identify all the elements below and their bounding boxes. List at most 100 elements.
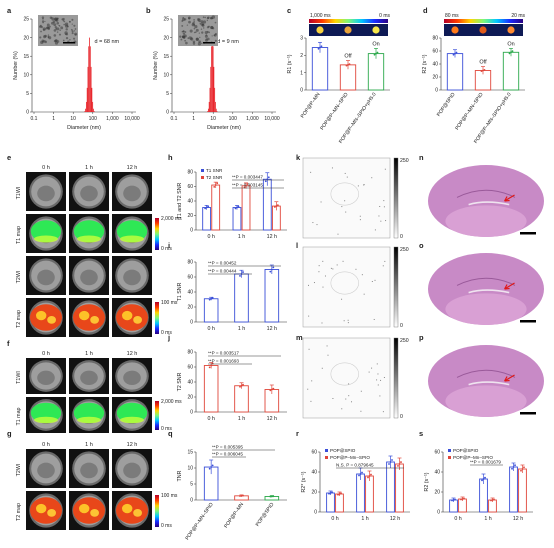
tem-particle-b [195, 28, 199, 32]
tem-particle-b [192, 22, 195, 25]
mri-e-3-0-t2-hot-right [47, 315, 56, 324]
data-point-s [520, 469, 522, 472]
y-tick-label-c: 3 [300, 36, 303, 42]
difference-map-speck-l [361, 274, 363, 276]
tem-particle-a [74, 34, 77, 36]
row-label-f: T1WI [16, 371, 22, 384]
data-point-h [267, 176, 270, 179]
data-point-h [236, 206, 238, 209]
x-tick-label-i: 1 h [238, 326, 245, 332]
mri-e-3-2-t2-hot-left [122, 310, 133, 321]
difference-map-feature-k [330, 182, 359, 206]
legend-label-r: POP@P–Mn–SPIO [330, 455, 370, 460]
row-label-e: T2WI [16, 271, 22, 284]
diameter-annotation-a: d = 68 nm [95, 39, 120, 45]
tem-particle-b [214, 32, 217, 36]
scale-bar-a [63, 42, 75, 44]
difference-map-speck-l [318, 265, 320, 267]
data-point-s [491, 499, 494, 501]
mri-e-0-1-ventricle [80, 185, 98, 202]
y-tick-label-j: 20 [187, 395, 193, 401]
tem-particle-b [195, 37, 199, 42]
y-tick-label-c: 2 [300, 53, 303, 59]
difference-map-speck-k [384, 168, 386, 170]
mri-scale-max-g: 100 ms [161, 493, 178, 499]
data-point-r [329, 492, 332, 494]
x-tick-label-a: 0.1 [31, 116, 38, 122]
tem-particle-b [206, 26, 210, 29]
data-point-i [270, 268, 273, 271]
time-label-e: 1 h [85, 165, 93, 171]
data-point-h [207, 205, 210, 208]
mri-scale-min-f: 0 ms [161, 426, 172, 432]
data-point-s [511, 467, 513, 470]
gray-colorbar-m [393, 337, 399, 419]
tem-particle-b [187, 16, 191, 20]
data-point-s [493, 498, 495, 501]
colorbar-c [309, 19, 388, 23]
tem-particle-a [44, 40, 48, 44]
data-point-h [205, 206, 208, 209]
significance-label-i: **P = 0.00444 [208, 269, 237, 274]
data-point-i [272, 266, 275, 269]
significance-label-i: **P = 0.00452 [208, 261, 237, 266]
tem-particle-b [194, 25, 198, 29]
data-point-s [461, 498, 464, 500]
tem-particle-a [65, 28, 68, 31]
x-tick-label-r: 1 h [361, 516, 368, 522]
mri-g-0-0-ventricle [37, 462, 55, 479]
tem-particle-b [192, 42, 196, 45]
difference-map-speck-l [363, 293, 365, 295]
time-label-g: 1 h [85, 442, 93, 448]
y-tick-label-s: 20 [434, 490, 440, 496]
y-tick-label-j: 0 [190, 410, 193, 416]
panel-letter-e: e [7, 153, 11, 162]
data-point-j [270, 388, 273, 391]
difference-map-speck-k [383, 206, 385, 208]
difference-map-speck-l [307, 284, 309, 286]
y-tick-label-a: 25 [23, 17, 29, 23]
significance-label-h: **P = 0.003145 [232, 183, 263, 188]
data-point-s [490, 499, 492, 502]
data-point-h [237, 205, 240, 208]
mri-g-1-0-t2-hot-right [47, 508, 56, 517]
diameter-annotation-b: d = 9 nm [217, 39, 239, 45]
histogram-bar-a [84, 111, 86, 112]
x-tick-label-b: 10,000 [264, 116, 280, 122]
mri-f-1-2-t1-overlay-lower [120, 416, 144, 424]
x-tick-label-s: 0 h [454, 516, 461, 522]
category-label-d: POP@SPIO [436, 92, 457, 118]
histogram-bar-a [93, 111, 95, 112]
y-axis-label-j: T2 SNR [177, 372, 183, 391]
difference-map-speck-k [359, 219, 361, 221]
difference-map-speck-k [341, 206, 343, 208]
time-label-g: 0 h [42, 442, 50, 448]
tem-particle-a [53, 23, 57, 27]
tem-particle-b [200, 28, 203, 30]
mri-f-0-1-ventricle [80, 370, 98, 385]
legend-swatch-h [201, 169, 204, 172]
row-label-e: T2 map [16, 310, 22, 328]
phantom-dot-c [372, 26, 380, 34]
tem-particle-a [69, 39, 71, 41]
histogram-bar-b [216, 111, 218, 112]
bar-j [234, 385, 249, 413]
data-point-i [269, 270, 272, 273]
data-point-i [242, 271, 244, 273]
data-point-r [400, 461, 402, 463]
panel-letter-m: m [296, 333, 303, 342]
mri-e-1-2-t1-overlay-lower [120, 235, 144, 243]
data-point-r [361, 471, 363, 474]
histology-lower-n [445, 205, 527, 237]
difference-map-feature-l [330, 271, 359, 295]
data-point-q [239, 495, 241, 497]
y-axis-label-a: Number (%) [13, 51, 19, 80]
histogram-bar-b [213, 66, 215, 112]
histogram-bar-a [85, 101, 87, 112]
tem-particle-b [181, 25, 184, 27]
data-point-c [317, 47, 320, 50]
scale-bar-n [520, 232, 536, 235]
panel-letter-r: r [296, 429, 299, 438]
difference-map-speck-l [330, 267, 332, 269]
state-label-d: On [507, 41, 514, 47]
